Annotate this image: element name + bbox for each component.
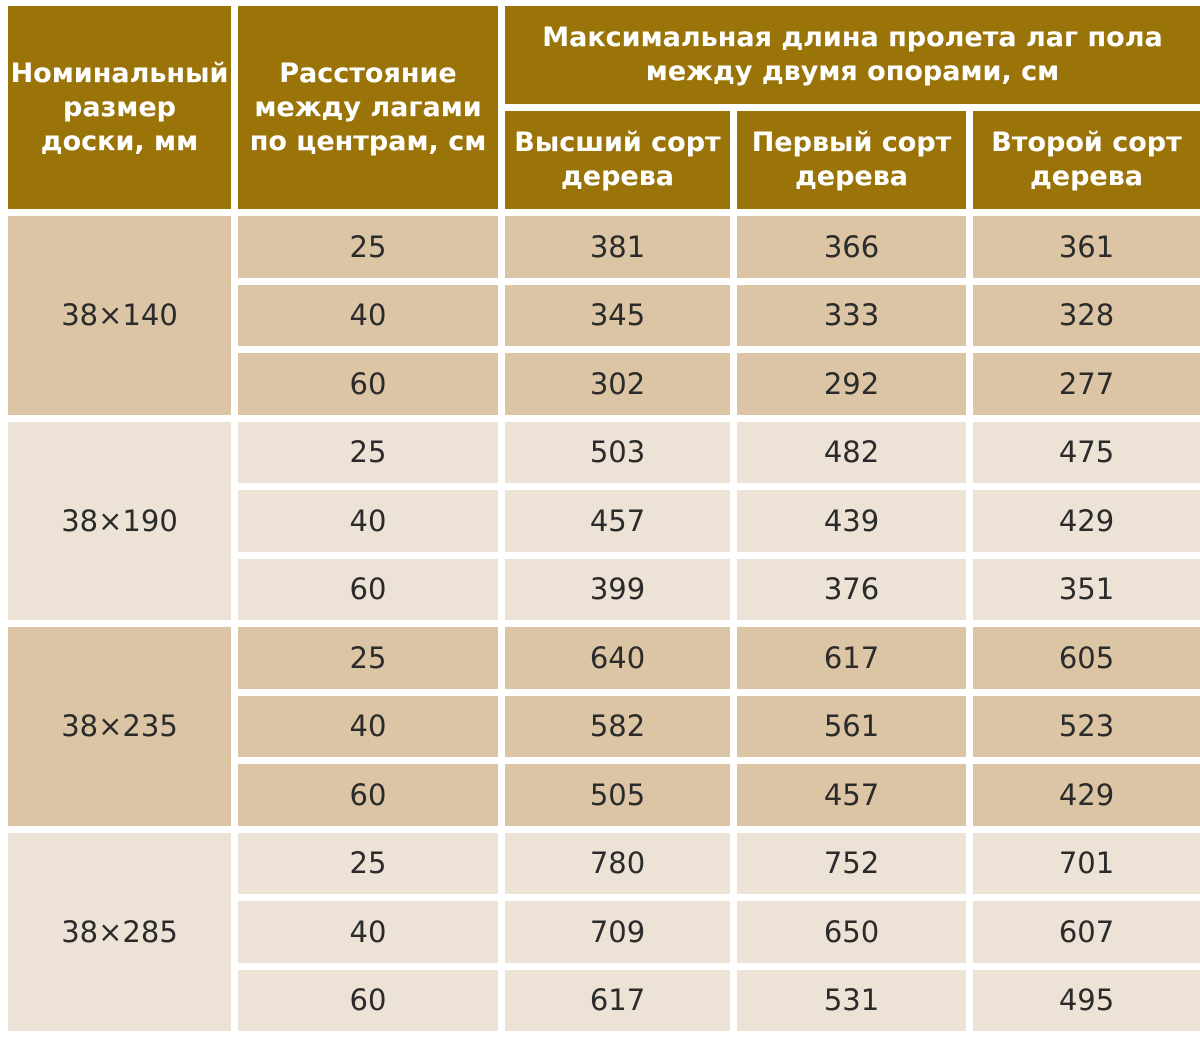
span-second-cell: 605 [973, 627, 1200, 689]
span-first-cell: 561 [737, 695, 966, 757]
header-grade-first: Первый сорт дерева [737, 111, 966, 209]
spacing-cell: 40 [238, 901, 498, 963]
board-size-cell: 38×190 [8, 421, 231, 620]
span-first-cell: 439 [737, 490, 966, 552]
span-second-cell: 429 [973, 490, 1200, 552]
board-size-cell: 38×140 [8, 216, 231, 415]
span-premium-cell: 780 [505, 832, 730, 894]
spacing-cell: 40 [238, 490, 498, 552]
span-second-cell: 475 [973, 421, 1200, 483]
span-premium-cell: 709 [505, 901, 730, 963]
spacing-cell: 60 [238, 764, 498, 826]
span-premium-cell: 345 [505, 284, 730, 346]
spacing-cell: 25 [238, 627, 498, 689]
span-first-cell: 752 [737, 832, 966, 894]
span-table: Номинальный размер доски, мм Расстояние … [8, 6, 1200, 1034]
span-premium-cell: 503 [505, 421, 730, 483]
span-premium-cell: 505 [505, 764, 730, 826]
span-second-cell: 429 [973, 764, 1200, 826]
span-first-cell: 376 [737, 558, 966, 620]
span-first-cell: 292 [737, 353, 966, 415]
span-second-cell: 701 [973, 832, 1200, 894]
span-premium-cell: 582 [505, 695, 730, 757]
spacing-cell: 60 [238, 558, 498, 620]
spacing-cell: 25 [238, 216, 498, 278]
spacing-cell: 25 [238, 421, 498, 483]
span-premium-cell: 399 [505, 558, 730, 620]
span-first-cell: 333 [737, 284, 966, 346]
span-first-cell: 531 [737, 969, 966, 1031]
span-premium-cell: 640 [505, 627, 730, 689]
header-joist-spacing: Расстояние между лагами по центрам, см [238, 6, 498, 209]
spacing-cell: 60 [238, 969, 498, 1031]
span-first-cell: 650 [737, 901, 966, 963]
header-grade-second: Второй сорт дерева [973, 111, 1200, 209]
span-premium-cell: 457 [505, 490, 730, 552]
header-nominal-size: Номинальный размер доски, мм [8, 6, 231, 209]
header-grade-premium: Высший сорт дерева [505, 111, 730, 209]
span-first-cell: 457 [737, 764, 966, 826]
spacing-cell: 40 [238, 284, 498, 346]
span-second-cell: 523 [973, 695, 1200, 757]
board-size-cell: 38×235 [8, 627, 231, 826]
spacing-cell: 40 [238, 695, 498, 757]
span-second-cell: 495 [973, 969, 1200, 1031]
span-premium-cell: 302 [505, 353, 730, 415]
spacing-cell: 60 [238, 353, 498, 415]
span-second-cell: 328 [973, 284, 1200, 346]
span-first-cell: 366 [737, 216, 966, 278]
span-second-cell: 607 [973, 901, 1200, 963]
span-second-cell: 277 [973, 353, 1200, 415]
span-first-cell: 617 [737, 627, 966, 689]
spacing-cell: 25 [238, 832, 498, 894]
span-first-cell: 482 [737, 421, 966, 483]
span-premium-cell: 381 [505, 216, 730, 278]
board-size-cell: 38×285 [8, 832, 231, 1031]
span-second-cell: 361 [973, 216, 1200, 278]
span-second-cell: 351 [973, 558, 1200, 620]
span-premium-cell: 617 [505, 969, 730, 1031]
header-max-span: Максимальная длина пролета лаг пола межд… [505, 6, 1200, 104]
